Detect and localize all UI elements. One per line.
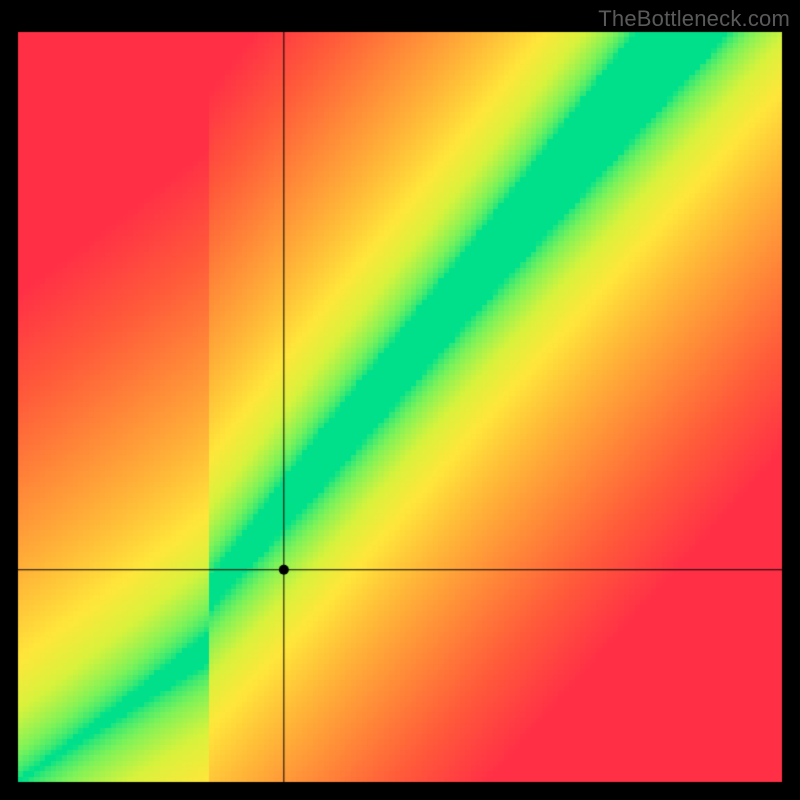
chart-container: TheBottleneck.com <box>0 0 800 800</box>
watermark-text: TheBottleneck.com <box>598 6 790 32</box>
bottleneck-heatmap-canvas <box>0 0 800 800</box>
